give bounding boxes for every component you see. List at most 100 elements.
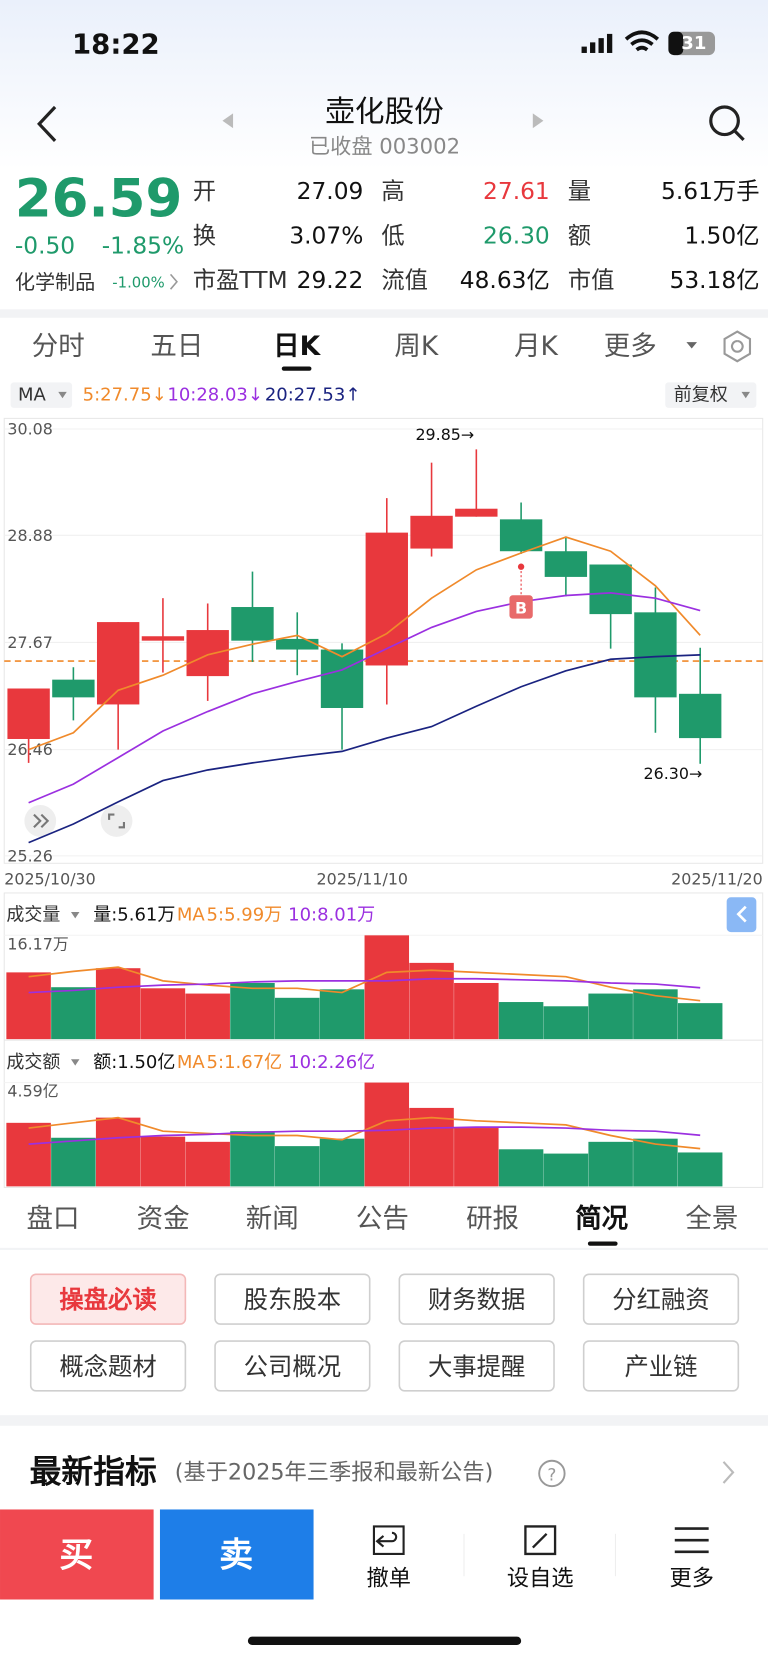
stock-name: 壶化股份 xyxy=(325,94,444,129)
info-button-label: 产业链 xyxy=(624,1352,697,1381)
watch-icon[interactable] xyxy=(524,1525,557,1556)
stock-status: 已收盘 003002 xyxy=(309,134,460,159)
info-button[interactable] xyxy=(582,1340,740,1392)
date-label: 2025/10/30 xyxy=(4,870,95,889)
info-button-label: 大事提醒 xyxy=(428,1352,525,1381)
y-tick-label: 28.88 xyxy=(7,526,52,545)
divider xyxy=(0,309,768,318)
back-button[interactable] xyxy=(37,105,57,142)
amount-bar xyxy=(677,1152,723,1187)
candle-body xyxy=(499,519,543,552)
more-icon[interactable] xyxy=(674,1527,709,1554)
next-stock[interactable] xyxy=(532,113,544,129)
sector: 化学制品 xyxy=(15,270,95,294)
ma-select[interactable] xyxy=(10,382,73,408)
amount-current: 额:1.50亿 xyxy=(93,1052,175,1073)
volume-bar xyxy=(677,1003,723,1040)
volume-bar xyxy=(409,962,454,1040)
info-tab[interactable]: 资金 xyxy=(137,1204,190,1235)
info-button[interactable] xyxy=(398,1273,555,1325)
volume-bar xyxy=(140,988,186,1040)
info-tab[interactable]: 公告 xyxy=(356,1204,409,1235)
period-tab[interactable]: 更多 xyxy=(604,331,657,362)
info-tab[interactable]: 盘口 xyxy=(27,1204,80,1235)
stat-value: 3.07% xyxy=(289,223,363,250)
volume-header: 成交量 量:5.61万 MA 5:5.99万 10:8.01万 xyxy=(6,905,375,926)
info-button[interactable] xyxy=(214,1273,371,1325)
search-button[interactable] xyxy=(709,105,745,141)
date-label: 2025/11/20 xyxy=(671,870,763,889)
candle-body xyxy=(7,688,50,739)
period-tab[interactable]: 五日 xyxy=(150,331,203,362)
period-tab[interactable]: 日K xyxy=(273,331,321,362)
info-button[interactable] xyxy=(214,1340,371,1392)
candle-body xyxy=(231,607,274,641)
action-label[interactable]: 设自选 xyxy=(507,1565,574,1591)
side-panel-button[interactable] xyxy=(726,897,757,933)
stat-value: 1.50亿 xyxy=(684,223,759,250)
period-tab[interactable]: 周K xyxy=(394,331,438,362)
info-button[interactable] xyxy=(398,1340,555,1392)
amount-ma10: 10:2.26亿 xyxy=(288,1052,375,1073)
action-label[interactable]: 更多 xyxy=(669,1565,713,1591)
candle-body xyxy=(589,564,632,615)
sell-button[interactable] xyxy=(159,1509,314,1600)
expand-button[interactable] xyxy=(100,805,133,837)
latest-chevron[interactable] xyxy=(722,1461,735,1484)
volume-bar xyxy=(275,997,320,1040)
info-button[interactable] xyxy=(29,1273,187,1325)
stat-label: 开 xyxy=(193,178,216,205)
collapse-button[interactable] xyxy=(24,805,57,837)
info-button[interactable] xyxy=(29,1340,187,1392)
buy-button[interactable] xyxy=(0,1509,154,1600)
help-icon[interactable]: ? xyxy=(538,1459,566,1488)
candle-body xyxy=(544,551,588,577)
tab-underline xyxy=(281,366,312,371)
amount-bar xyxy=(51,1137,96,1187)
stat-label: 流值 xyxy=(381,267,428,294)
sector-change: -1.00% xyxy=(112,274,164,291)
ma5-line xyxy=(28,536,701,751)
svg-text:?: ? xyxy=(547,1465,556,1485)
battery-level xyxy=(668,31,684,56)
amount-bar xyxy=(498,1149,544,1187)
cancel-icon[interactable] xyxy=(372,1525,405,1556)
more-arrow xyxy=(686,342,698,349)
header-bg xyxy=(0,0,768,170)
volume-bar xyxy=(51,987,96,1040)
settings-icon[interactable] xyxy=(723,330,752,363)
sector-chevron[interactable] xyxy=(169,273,178,290)
volume-bar xyxy=(498,1002,544,1040)
side-panel-icon xyxy=(736,905,747,923)
stat-value: 26.30 xyxy=(483,223,550,250)
amount-ma5: 5:1.67亿 xyxy=(207,1052,283,1073)
info-tab[interactable]: 简况 xyxy=(575,1204,628,1235)
volume-current: 量:5.61万 xyxy=(93,905,175,926)
info-button[interactable] xyxy=(582,1273,740,1325)
buy-label: 买 xyxy=(59,1536,93,1575)
battery-text: 31 xyxy=(681,33,706,54)
amount-bar xyxy=(409,1107,454,1187)
stat-value: 53.18亿 xyxy=(670,267,760,294)
stat-label: 市盈TTM xyxy=(193,267,288,294)
info-tab[interactable]: 新闻 xyxy=(246,1204,299,1235)
prev-stock[interactable] xyxy=(222,113,234,129)
volume-title: 成交量 xyxy=(6,905,60,926)
volume-bar xyxy=(95,968,141,1040)
y-tick-label: 25.26 xyxy=(7,846,52,865)
date-label: 2025/11/10 xyxy=(317,870,409,889)
amount-bar xyxy=(364,1082,410,1187)
period-tab[interactable]: 分时 xyxy=(32,331,85,362)
volume-ma5: 5:5.99万 xyxy=(207,905,283,926)
stat-value: 48.63亿 xyxy=(460,267,550,294)
amount-bar xyxy=(95,1117,141,1187)
adjust-select[interactable] xyxy=(665,382,757,408)
stat-label: 量 xyxy=(568,178,591,205)
info-tab[interactable]: 全景 xyxy=(685,1204,738,1235)
action-label[interactable]: 撤单 xyxy=(367,1565,411,1591)
ma-indicator: MA xyxy=(18,385,47,406)
amount-bar xyxy=(275,1146,320,1187)
period-tab[interactable]: 月K xyxy=(514,331,558,362)
info-tab[interactable]: 研报 xyxy=(466,1204,519,1235)
marker-box xyxy=(509,595,533,619)
